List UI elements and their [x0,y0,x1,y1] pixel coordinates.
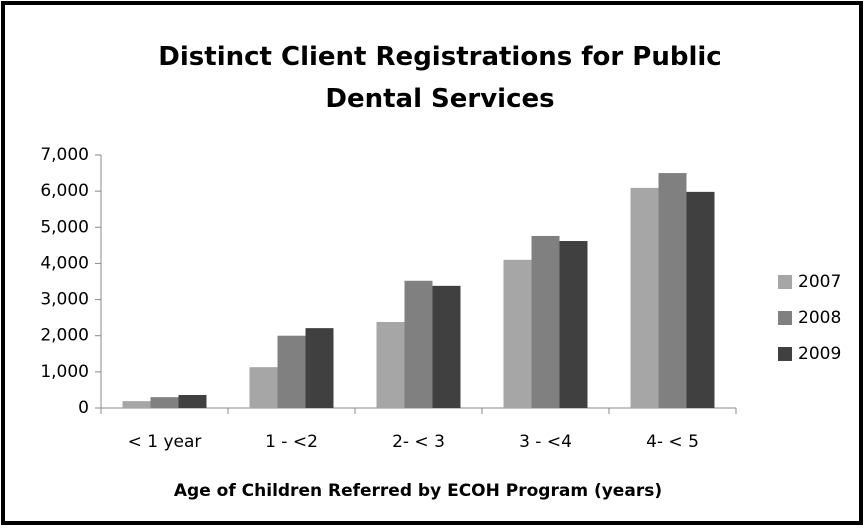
y-tick-label: 5,000 [40,217,89,237]
bar [658,173,687,408]
bar [531,235,560,408]
bar [122,401,151,408]
bar [630,187,659,408]
bar [277,335,306,408]
legend-label: 2008 [798,308,841,328]
legend-label: 2007 [798,272,841,292]
bar [404,280,433,408]
bar [559,241,588,408]
chart-title: Distinct Client Registrations for Public… [158,42,722,114]
x-tick-label: 4- < 5 [646,432,699,452]
bar [305,328,334,408]
x-tick-label: 1 - <2 [265,432,318,452]
bar [178,394,207,408]
y-tick-label: 6,000 [40,181,89,201]
bar [376,321,405,408]
legend-swatch [778,311,792,325]
legend-swatch [778,347,792,361]
bar [503,259,532,408]
legend-swatch [778,275,792,289]
y-tick-label: 1,000 [40,362,89,382]
bar [686,191,715,408]
y-tick-label: 4,000 [40,253,89,273]
bar [249,367,278,408]
y-tick-label: 3,000 [40,290,89,310]
x-tick-label: 3 - <4 [519,432,572,452]
y-tick-label: 7,000 [40,145,89,165]
y-tick-label: 2,000 [40,326,89,346]
bar [432,285,461,408]
x-axis-label: Age of Children Referred by ECOH Program… [174,481,662,501]
bar [150,397,179,408]
x-tick-label: 2- < 3 [392,432,445,452]
y-tick-label: 0 [78,398,89,418]
x-tick-label: < 1 year [128,432,202,452]
legend-label: 2009 [798,344,841,364]
